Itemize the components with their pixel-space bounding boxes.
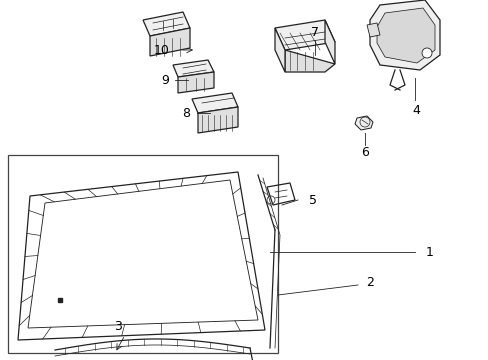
Polygon shape: [274, 20, 334, 50]
Text: 8: 8: [182, 107, 190, 120]
Text: 3: 3: [114, 320, 122, 333]
Polygon shape: [366, 23, 379, 37]
Polygon shape: [369, 0, 439, 70]
Bar: [8, 155, 278, 353]
Polygon shape: [274, 28, 285, 72]
Polygon shape: [285, 50, 334, 72]
Circle shape: [421, 48, 431, 58]
Text: 1: 1: [425, 246, 433, 258]
Polygon shape: [198, 107, 238, 133]
Text: 7: 7: [310, 26, 318, 39]
Polygon shape: [173, 60, 214, 77]
Text: 2: 2: [366, 276, 373, 289]
Text: 10: 10: [154, 44, 170, 57]
Text: 9: 9: [161, 73, 168, 86]
Polygon shape: [376, 8, 434, 63]
Polygon shape: [142, 12, 190, 36]
Polygon shape: [325, 20, 334, 64]
Text: 6: 6: [360, 145, 368, 158]
Text: 4: 4: [411, 104, 419, 117]
Text: 5: 5: [308, 194, 316, 207]
Polygon shape: [354, 116, 372, 130]
Polygon shape: [192, 93, 238, 113]
Polygon shape: [178, 72, 214, 93]
Polygon shape: [150, 28, 190, 56]
